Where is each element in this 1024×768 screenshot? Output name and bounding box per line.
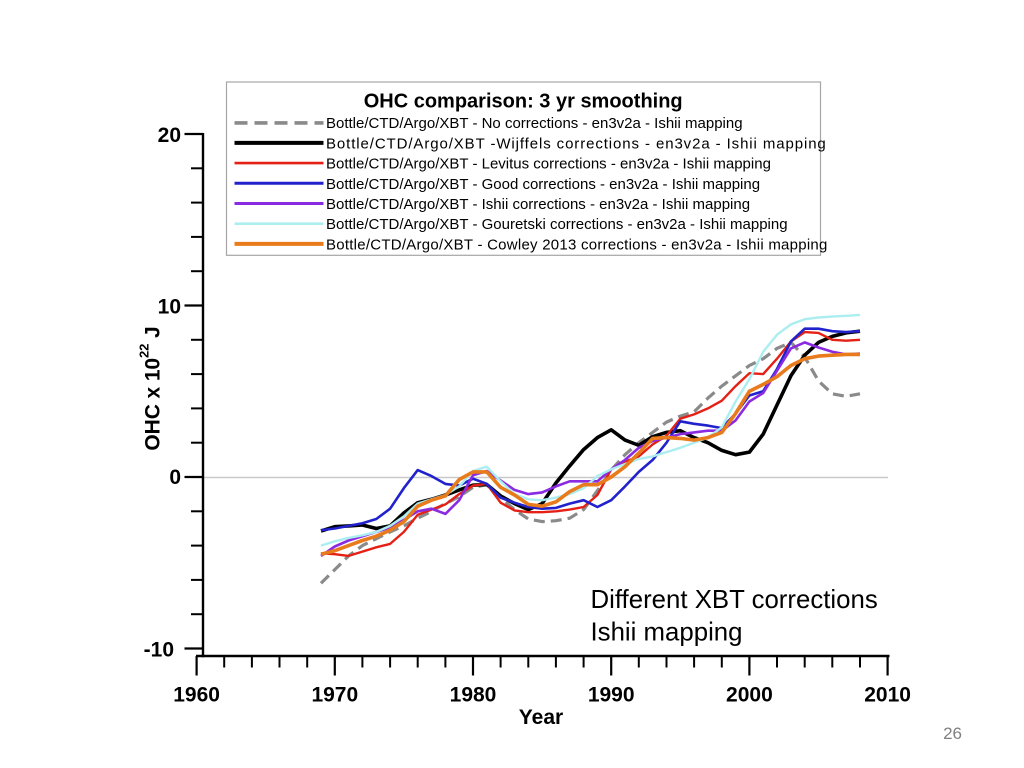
svg-text:1970: 1970 <box>311 684 358 707</box>
svg-text:Year: Year <box>519 706 563 729</box>
svg-text:-10: -10 <box>144 638 174 661</box>
svg-text:OHC x 1022 J: OHC x 1022 J <box>137 326 165 450</box>
svg-text:Different XBT corrections: Different XBT corrections <box>591 586 878 614</box>
svg-text:Bottle/CTD/Argo/XBT - Good cor: Bottle/CTD/Argo/XBT - Good corrections -… <box>326 176 760 193</box>
svg-text:2010: 2010 <box>864 684 911 707</box>
svg-text:Bottle/CTD/Argo/XBT - Ishii co: Bottle/CTD/Argo/XBT - Ishii corrections … <box>326 196 750 213</box>
svg-text:10: 10 <box>158 296 181 319</box>
svg-text:2000: 2000 <box>726 684 773 707</box>
svg-text:1960: 1960 <box>173 684 220 707</box>
svg-text:Bottle/CTD/Argo/XBT - No corre: Bottle/CTD/Argo/XBT - No corrections - e… <box>326 115 743 132</box>
svg-text:Ishii mapping: Ishii mapping <box>591 618 743 646</box>
svg-text:0: 0 <box>169 466 181 489</box>
svg-text:OHC comparison: 3 yr smoothing: OHC comparison: 3 yr smoothing <box>364 91 683 113</box>
svg-text:Bottle/CTD/Argo/XBT - Cowley 2: Bottle/CTD/Argo/XBT - Cowley 2013 correc… <box>326 236 828 253</box>
svg-text:Bottle/CTD/Argo/XBT - Gouretsk: Bottle/CTD/Argo/XBT - Gouretski correcti… <box>326 216 788 233</box>
svg-text:26: 26 <box>943 724 962 743</box>
svg-text:20: 20 <box>158 124 181 147</box>
svg-text:1980: 1980 <box>450 684 497 707</box>
svg-text:Bottle/CTD/Argo/XBT - Levitus: Bottle/CTD/Argo/XBT - Levitus correction… <box>326 156 771 173</box>
svg-text:1990: 1990 <box>588 684 635 707</box>
svg-text:Bottle/CTD/Argo/XBT -Wijffels: Bottle/CTD/Argo/XBT -Wijffels correction… <box>326 136 827 153</box>
